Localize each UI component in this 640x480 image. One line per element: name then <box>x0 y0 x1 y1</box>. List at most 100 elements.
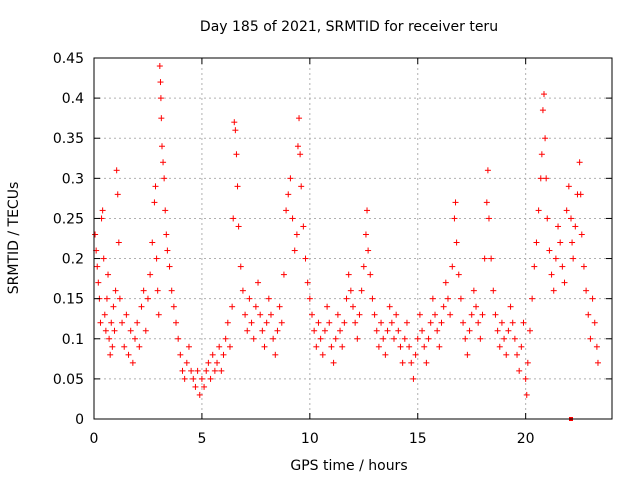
data-point <box>533 239 540 246</box>
data-point <box>369 295 376 302</box>
data-point <box>386 303 393 310</box>
data-point <box>308 311 315 318</box>
data-point <box>501 335 508 342</box>
data-point <box>569 239 576 246</box>
data-point <box>326 319 333 326</box>
data-point <box>263 319 270 326</box>
data-point <box>220 351 227 358</box>
data-point <box>156 63 163 70</box>
data-point <box>391 335 398 342</box>
data-point <box>494 327 501 334</box>
data-point <box>179 367 186 374</box>
data-point <box>138 303 145 310</box>
data-point <box>561 279 568 286</box>
data-point <box>306 295 313 302</box>
data-point <box>524 359 531 366</box>
data-point <box>473 303 480 310</box>
data-point <box>218 367 225 374</box>
data-point <box>509 319 516 326</box>
data-point <box>259 327 266 334</box>
data-point <box>485 215 492 222</box>
data-point <box>410 375 417 382</box>
data-point <box>161 175 168 182</box>
data-point <box>102 327 109 334</box>
data-point <box>302 255 309 262</box>
data-point <box>356 311 363 318</box>
data-point <box>343 295 350 302</box>
data-point <box>583 287 590 294</box>
data-point <box>155 311 162 318</box>
data-point <box>490 287 497 294</box>
data-point <box>406 343 413 350</box>
data-point <box>364 207 371 214</box>
data-point <box>151 199 158 206</box>
data-point <box>520 319 527 326</box>
y-tick-label: 0.2 <box>62 252 84 268</box>
x-tick-label: 15 <box>409 431 427 447</box>
data-point <box>518 343 525 350</box>
data-point <box>412 351 419 358</box>
data-point <box>297 151 304 158</box>
data-point <box>129 359 136 366</box>
plot-frame <box>93 57 613 420</box>
data-point <box>134 319 141 326</box>
data-point <box>224 319 231 326</box>
data-point <box>539 107 546 114</box>
data-point <box>483 199 490 206</box>
data-point <box>123 311 130 318</box>
data-point <box>110 303 117 310</box>
data-point <box>541 91 548 98</box>
data-point <box>481 255 488 262</box>
data-point <box>460 319 467 326</box>
data-point <box>270 335 277 342</box>
data-point <box>484 167 491 174</box>
data-point <box>201 383 208 390</box>
data-point <box>173 319 180 326</box>
data-point <box>589 295 596 302</box>
data-point <box>397 343 404 350</box>
data-point <box>194 367 201 374</box>
data-point <box>274 327 281 334</box>
data-point <box>552 255 559 262</box>
data-point <box>457 295 464 302</box>
data-point <box>347 287 354 294</box>
data-point <box>354 335 361 342</box>
data-point <box>119 319 126 326</box>
data-point <box>378 319 385 326</box>
data-point <box>211 367 218 374</box>
data-point <box>352 319 359 326</box>
data-point <box>332 335 339 342</box>
data-point <box>181 375 188 382</box>
data-point <box>115 239 122 246</box>
data-point <box>544 215 551 222</box>
data-point <box>466 327 473 334</box>
data-point <box>291 247 298 254</box>
data-point <box>442 279 449 286</box>
data-point <box>144 295 151 302</box>
data-point <box>226 343 233 350</box>
x-tick-label: 20 <box>517 431 535 447</box>
data-point <box>546 247 553 254</box>
data-point <box>408 359 415 366</box>
data-point <box>229 303 236 310</box>
data-point <box>100 255 107 262</box>
data-point <box>440 303 447 310</box>
data-point <box>594 359 601 366</box>
data-point <box>109 343 116 350</box>
data-point <box>555 223 562 230</box>
data-point <box>522 375 529 382</box>
x-tick-label: 5 <box>197 431 206 447</box>
data-point <box>175 335 182 342</box>
data-point <box>311 327 318 334</box>
y-tick-label: 0.25 <box>53 211 84 227</box>
data-point <box>328 343 335 350</box>
data-point <box>94 263 101 270</box>
data-point <box>576 159 583 166</box>
y-tick-label: 0.35 <box>53 131 84 147</box>
data-point <box>591 319 598 326</box>
data-point <box>447 311 454 318</box>
data-point <box>158 115 165 122</box>
data-point <box>434 327 441 334</box>
data-point <box>334 311 341 318</box>
